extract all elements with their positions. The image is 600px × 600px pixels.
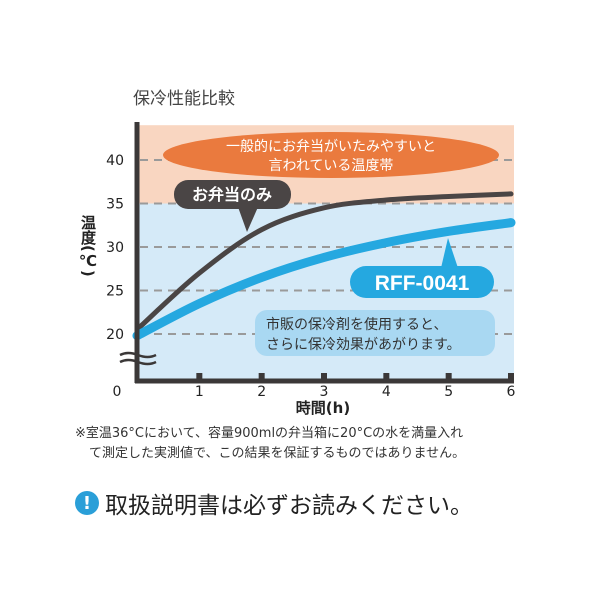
x-tick-label: 2	[257, 384, 266, 400]
x-tick	[258, 373, 265, 381]
chart-title: 保冷性能比較	[133, 89, 235, 109]
series-label-bento: お弁当のみ	[192, 185, 272, 204]
x-tick	[508, 373, 514, 381]
danger-zone-bubble	[163, 132, 499, 178]
x-tick-label: 1	[195, 384, 204, 400]
y-axis-label: 温度(℃)	[79, 215, 97, 277]
x-tick-label: 3	[320, 384, 329, 400]
bento-only-pointer	[238, 207, 258, 232]
danger-zone-label-line2: 言われている温度帯	[269, 158, 394, 174]
x-tick-label: 6	[507, 384, 516, 400]
footnote-line2: て測定した実測値で、この結果を保証するものではありません。	[89, 446, 466, 461]
x-tick-label: 5	[444, 384, 453, 400]
series-line-rff	[132, 218, 516, 341]
series-line-bento	[134, 191, 514, 333]
axis-break-icon	[119, 351, 157, 366]
rff-pointer	[441, 238, 458, 268]
x-tick-label: 0	[113, 384, 122, 400]
y-tick-label: 25	[106, 284, 124, 300]
x-tick-label: 4	[382, 384, 391, 400]
y-tick-label: 30	[106, 240, 124, 256]
x-tick	[383, 373, 390, 381]
notice: ! 取扱説明書は必ずお読みください。	[75, 486, 473, 520]
y-tick-label: 40	[106, 153, 124, 169]
rff-bubble	[350, 266, 494, 298]
info-line1: 市販の保冷剤を使用すると、	[266, 316, 447, 333]
notice-text: 取扱説明書は必ずお読みください。	[105, 493, 473, 519]
x-axis-label: 時間(h)	[296, 399, 350, 417]
footnote-line1: ※室温36°Cにおいて、容量900mlの弁当箱に20°Cの水を満量入れ	[75, 426, 464, 441]
bento-only-bubble	[174, 180, 291, 209]
x-tick	[196, 373, 203, 381]
x-tick	[321, 373, 327, 381]
y-tick-label: 20	[106, 327, 124, 343]
danger-zone-label-line1: 一般的にお弁当がいたみやすいと	[226, 139, 436, 155]
exclamation-icon: !	[75, 491, 99, 515]
x-tick	[445, 373, 452, 381]
y-tick-label: 35	[106, 197, 124, 213]
series-label-rff: RFF-0041	[375, 272, 470, 295]
info-box	[255, 310, 495, 356]
info-line2: さらに保冷効果があがります。	[266, 337, 461, 353]
